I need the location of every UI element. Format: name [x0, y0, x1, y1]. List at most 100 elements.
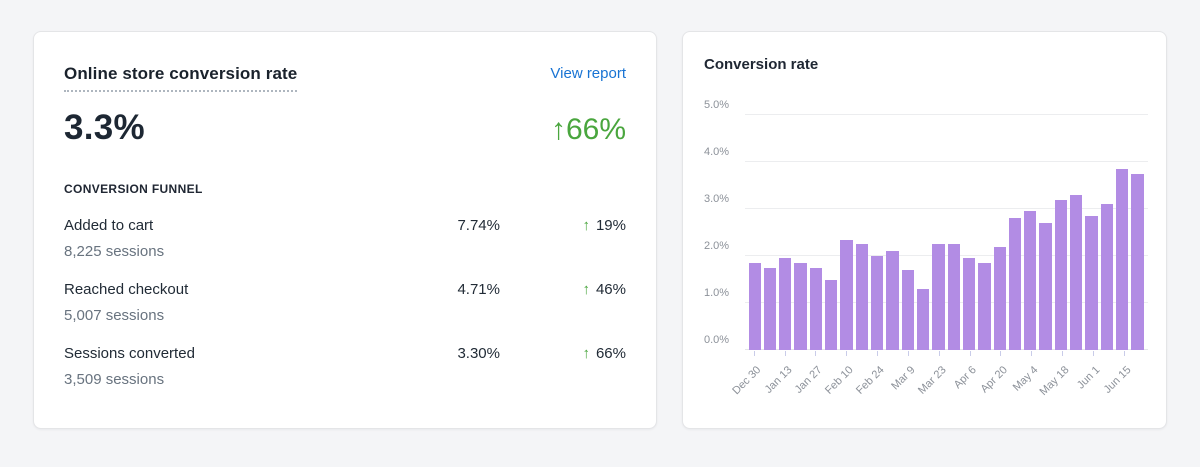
funnel-step: Reached checkout 5,007 sessions: [64, 279, 382, 326]
x-axis-label: Jun 1: [1074, 364, 1103, 392]
up-arrow-icon: ↑: [550, 113, 566, 146]
funnel-step-change: ↑ 19%: [500, 215, 626, 236]
x-axis-tick: [969, 351, 971, 356]
funnel-step-change: ↑ 66%: [500, 343, 626, 364]
x-axis-tick: [846, 351, 848, 356]
conversion-rate-change: ↑66%: [551, 113, 626, 147]
conversion-rate-value: 3.3%: [64, 108, 145, 147]
x-axis-label: Feb 10: [823, 364, 856, 397]
y-axis-label: 1.0%: [704, 287, 730, 299]
bar[interactable]: [1131, 173, 1144, 350]
funnel-step: Added to cart 8,225 sessions: [64, 215, 382, 262]
funnel-step-change-value: 66%: [595, 345, 626, 362]
bar[interactable]: [886, 251, 899, 350]
x-axis-label: Feb 24: [853, 364, 887, 397]
bar[interactable]: [947, 244, 960, 350]
bar[interactable]: [840, 239, 853, 350]
y-axis-label: 0.0%: [704, 334, 730, 346]
bar[interactable]: [932, 244, 945, 350]
gridline: [745, 114, 1148, 115]
x-axis-tick: [938, 351, 940, 356]
funnel-step-label: Added to cart: [64, 217, 154, 234]
bar[interactable]: [763, 267, 777, 350]
bar[interactable]: [1100, 204, 1113, 350]
bar[interactable]: [748, 263, 761, 350]
y-axis-label: 5.0%: [704, 99, 730, 111]
bar[interactable]: [978, 263, 991, 350]
gridline: [745, 349, 1148, 350]
bar[interactable]: [901, 270, 914, 350]
conversion-rate-card: Online store conversion rate View report…: [33, 31, 657, 429]
conversion-rate-chart: 0.0% 1.0% 2.0% 3.0% 4.0% 5.0% Dec 30 Jan 13 Jan…: [704, 100, 1148, 428]
x-axis-tick: [753, 351, 755, 356]
bar[interactable]: [993, 246, 1006, 350]
funnel-step-value: 3.30%: [457, 345, 500, 362]
gridline: [745, 208, 1148, 209]
bar[interactable]: [962, 258, 976, 350]
bar[interactable]: [916, 288, 930, 350]
x-axis-label: Jan 13: [762, 364, 795, 396]
funnel-step-sessions: 5,007 sessions: [64, 307, 165, 324]
card-title[interactable]: Online store conversion rate: [64, 64, 298, 92]
x-axis-label: Mar 23: [915, 364, 949, 397]
x-axis-tick: [1093, 351, 1095, 356]
funnel-step-change-value: 46%: [595, 281, 626, 298]
card-header: Online store conversion rate View report: [64, 64, 626, 92]
x-axis-tick: [784, 351, 786, 356]
funnel-step-value: 4.71%: [457, 281, 500, 298]
bar[interactable]: [1085, 216, 1098, 350]
bar[interactable]: [1039, 223, 1052, 350]
y-axis-label: 3.0%: [704, 193, 730, 205]
bar[interactable]: [1024, 211, 1037, 350]
bar[interactable]: [1116, 169, 1129, 350]
y-axis-label: 2.0%: [704, 240, 730, 252]
funnel-step-label: Sessions converted: [64, 345, 195, 362]
gridline: [745, 302, 1148, 303]
funnel-row: Sessions converted 3,509 sessions 3.30% ↑ 66…: [64, 343, 626, 390]
up-arrow-icon: ↑: [582, 217, 590, 234]
bar[interactable]: [855, 244, 868, 350]
bar-series: [747, 115, 1145, 350]
bar[interactable]: [809, 267, 823, 350]
gridline: [745, 255, 1148, 256]
view-report-link[interactable]: View report: [550, 65, 626, 82]
chart-x-axis: Dec 30 Jan 13 Jan 27 Feb 10 Feb 24 Mar 9 Mar 2…: [730, 350, 1148, 428]
funnel-row: Reached checkout 5,007 sessions 4.71% ↑ 46%: [64, 279, 626, 326]
up-arrow-icon: ↑: [582, 281, 590, 298]
conversion-rate-change-value: 66%: [565, 113, 626, 146]
x-axis-label: Dec 30: [730, 364, 764, 398]
x-axis-label: Apr 20: [978, 364, 1010, 396]
funnel-step-change: ↑ 46%: [500, 279, 626, 300]
x-axis-tick: [1031, 351, 1033, 356]
x-axis-label: Jan 27: [793, 364, 825, 396]
conversion-funnel-heading: CONVERSION FUNNEL: [64, 182, 203, 196]
funnel-row: Added to cart 8,225 sessions 7.74% ↑ 19%: [64, 215, 626, 262]
x-axis-tick: [877, 351, 879, 356]
funnel-step-label: Reached checkout: [64, 281, 189, 298]
x-axis-tick: [1062, 351, 1064, 356]
bar[interactable]: [779, 258, 792, 350]
chart-plot-area: 0.0% 1.0% 2.0% 3.0% 4.0% 5.0%: [704, 100, 1148, 350]
funnel-step-sessions: 8,225 sessions: [64, 243, 165, 260]
bar[interactable]: [825, 279, 838, 350]
bar[interactable]: [794, 263, 807, 350]
x-axis-label: May 18: [1037, 364, 1072, 398]
bar[interactable]: [1070, 194, 1083, 350]
funnel-step: Sessions converted 3,509 sessions: [64, 343, 382, 390]
x-axis-tick: [907, 351, 909, 356]
x-axis-label: Mar 9: [889, 364, 918, 393]
funnel-step-value: 7.74%: [457, 217, 500, 234]
bar[interactable]: [1054, 199, 1068, 350]
headline-metrics: 3.3% ↑66%: [64, 108, 626, 148]
x-axis-label: Jun 15: [1101, 364, 1134, 396]
conversion-rate-chart-card: Conversion rate 0.0% 1.0% 2.0% 3.0% 4.0% 5.0%…: [682, 31, 1167, 429]
bar[interactable]: [1008, 218, 1022, 350]
x-axis-tick: [1123, 351, 1125, 356]
y-axis-label: 4.0%: [704, 146, 730, 158]
up-arrow-icon: ↑: [582, 345, 590, 362]
funnel-step-sessions: 3,509 sessions: [64, 371, 165, 388]
gridline: [745, 161, 1148, 162]
conversion-funnel-list: Added to cart 8,225 sessions 7.74% ↑ 19% Reac…: [64, 215, 626, 390]
bar[interactable]: [871, 256, 884, 350]
